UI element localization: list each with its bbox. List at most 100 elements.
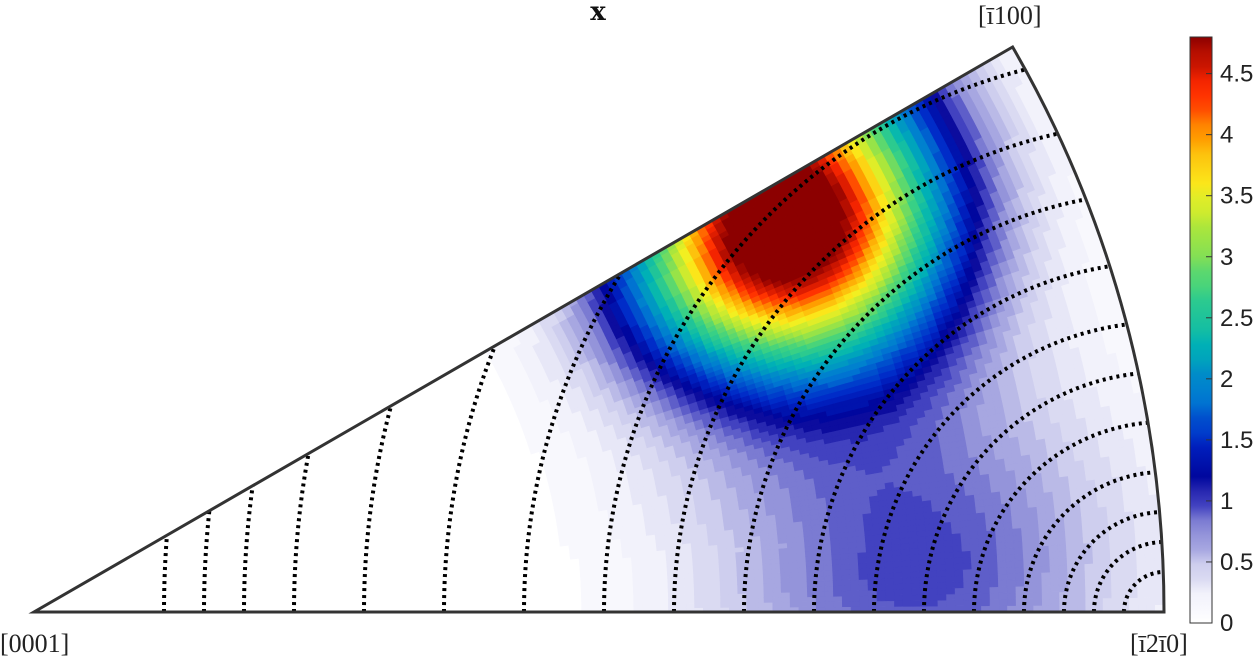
heat-cell	[848, 546, 858, 554]
heat-cell	[789, 601, 800, 608]
heat-cell	[1011, 514, 1022, 523]
heat-cell	[840, 563, 851, 571]
heat-cell	[624, 599, 634, 605]
heat-cell	[719, 588, 730, 595]
heat-cell	[780, 586, 791, 593]
heat-cell	[641, 599, 652, 605]
heat-cell	[788, 561, 798, 568]
heat-cell	[907, 530, 918, 538]
heat-cell	[876, 594, 887, 602]
heat-cell	[754, 582, 765, 589]
heat-cell	[943, 545, 954, 553]
heat-cell	[884, 560, 894, 568]
heat-cell	[989, 592, 1000, 600]
heat-cell	[902, 594, 913, 601]
heat-cell	[537, 598, 547, 603]
heat-cell	[902, 588, 913, 596]
heat-cell	[555, 604, 565, 609]
heat-cell	[1021, 533, 1032, 542]
heat-cell	[969, 537, 980, 545]
heat-cell	[1012, 527, 1023, 536]
heat-cell	[676, 581, 686, 588]
heat-cell	[615, 588, 626, 594]
heat-cell	[823, 575, 834, 582]
heat-cell	[546, 594, 556, 599]
heat-cell	[762, 572, 773, 579]
heat-cell	[937, 599, 948, 607]
heat-cell	[824, 590, 834, 597]
heat-cell	[841, 579, 851, 586]
heat-cell	[641, 591, 652, 597]
heat-cell	[977, 524, 988, 532]
heat-cell	[865, 550, 876, 558]
heat-cell	[511, 602, 521, 607]
heat-cell	[850, 590, 860, 597]
heat-cell	[1012, 533, 1023, 542]
heat-cell	[1006, 579, 1017, 587]
heat-cell	[789, 591, 800, 598]
heat-cell	[684, 581, 695, 587]
heat-cell	[850, 600, 861, 608]
heat-cell	[779, 567, 790, 574]
heat-cell	[554, 590, 565, 596]
heat-cell	[859, 600, 869, 607]
heat-cell	[866, 567, 877, 575]
heat-cell	[710, 580, 721, 586]
heat-cell	[858, 573, 869, 580]
heat-cell	[997, 567, 1008, 575]
heat-cell	[642, 603, 652, 609]
heat-cell	[555, 597, 565, 603]
heat-cell	[882, 544, 893, 552]
heat-cell	[502, 596, 513, 601]
heat-cell	[944, 557, 955, 565]
heat-cell	[633, 591, 643, 597]
heat-cell	[616, 600, 626, 605]
heat-cell	[824, 601, 835, 608]
heat-cell	[952, 544, 963, 553]
heat-cell	[624, 592, 634, 597]
heat-cell	[833, 590, 843, 597]
heat-cell	[988, 561, 999, 569]
heat-cell	[745, 569, 755, 576]
heat-cell	[951, 526, 962, 535]
heat-cell	[937, 581, 947, 589]
heat-cell	[580, 589, 591, 595]
heat-cell	[945, 569, 956, 577]
heat-cell	[960, 537, 971, 546]
heat-cell	[719, 575, 730, 581]
heat-cell	[719, 584, 730, 590]
heat-cell	[787, 556, 798, 563]
heat-cell	[788, 566, 799, 573]
heat-cell	[762, 568, 773, 575]
heat-cell	[771, 572, 782, 579]
heat-cell	[728, 579, 738, 586]
heat-cell	[935, 545, 946, 554]
heat-cell	[727, 570, 738, 576]
heat-cell	[908, 536, 919, 544]
heat-cell	[1009, 501, 1020, 510]
heat-cell	[615, 596, 626, 601]
heat-cell	[924, 523, 935, 531]
heat-cell	[494, 605, 504, 610]
heat-cell	[976, 517, 987, 526]
heat-cell	[632, 579, 643, 585]
heat-cell	[815, 585, 826, 592]
heat-cell	[563, 604, 574, 609]
heat-cell	[822, 559, 833, 566]
heat-cell	[676, 590, 687, 596]
heat-cell	[589, 600, 600, 606]
heat-cell	[607, 592, 617, 598]
heat-cell	[529, 601, 539, 606]
heat-cell	[815, 596, 826, 603]
heat-cell	[572, 593, 582, 599]
heat-cell	[781, 601, 791, 608]
heat-cell	[728, 584, 739, 590]
heat-cell	[754, 573, 764, 580]
heat-cell	[946, 599, 956, 607]
heat-cell	[1022, 539, 1032, 548]
heat-cell	[755, 602, 765, 608]
heat-cell	[685, 598, 695, 604]
heat-cell	[857, 557, 868, 564]
heat-cell	[980, 567, 990, 576]
